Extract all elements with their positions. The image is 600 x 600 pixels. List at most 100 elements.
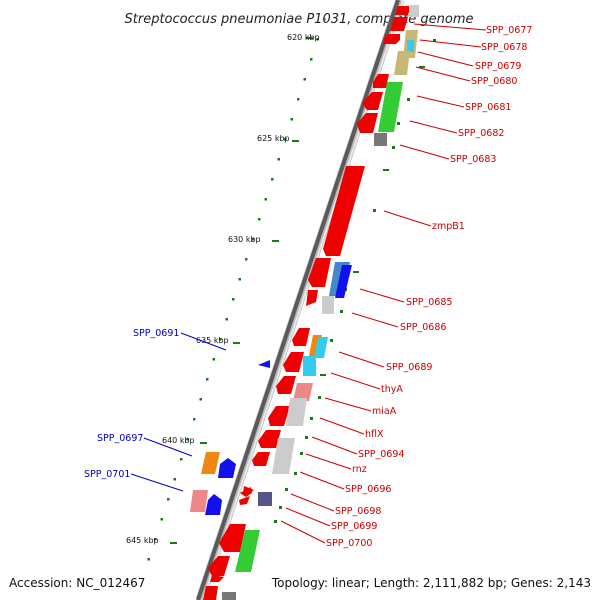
- gene-SPP_0679[interactable]: [384, 34, 400, 44]
- gene-label-SPP_0682[interactable]: SPP_0682: [458, 128, 504, 139]
- tick-label-625: 625 kbp: [257, 134, 290, 143]
- feature-slate-1: [258, 492, 272, 506]
- feature-cyan-3: [303, 356, 316, 376]
- feature-boxes: [222, 5, 419, 600]
- reverse-gene-labels: SPP_0691 SPP_0697 SPP_0701: [84, 328, 179, 480]
- gene-hflX[interactable]: [268, 406, 290, 426]
- scale-dot: [180, 458, 183, 461]
- gene-SPP_0685[interactable]: [308, 258, 331, 287]
- scale-dot: [297, 98, 300, 101]
- scale-dot: [271, 178, 274, 181]
- gene-label-SPP_0694[interactable]: SPP_0694: [358, 449, 404, 460]
- gene-label-SPP_0700[interactable]: SPP_0700: [326, 538, 372, 549]
- gene-SPP_0701-arrow: [205, 494, 222, 515]
- scale-dot: [310, 58, 313, 61]
- gene-bottom-red: [208, 556, 230, 576]
- gene-label-SPP_0696[interactable]: SPP_0696: [345, 484, 391, 495]
- gene-label-SPP_0697[interactable]: SPP_0697: [97, 433, 143, 444]
- gene-label-SPP_0681[interactable]: SPP_0681: [465, 102, 511, 113]
- scale-dot: [167, 498, 170, 501]
- gene-SPP_0681[interactable]: [362, 92, 383, 110]
- gene-SPP_0697-arrow: [218, 458, 236, 478]
- gene-label-SPP_0699[interactable]: SPP_0699: [331, 521, 377, 532]
- gene-label-hflX[interactable]: hflX: [365, 429, 384, 440]
- tick-label-645: 645 kbp: [126, 536, 159, 545]
- scale-dot: [284, 138, 287, 141]
- gene-SPP_0677[interactable]: [395, 6, 411, 15]
- gene-SPP_0680[interactable]: [373, 74, 389, 88]
- topology-label: Topology: linear; Length: 2,111,882 bp; …: [271, 576, 591, 590]
- feature-blue-1: [335, 265, 352, 298]
- scale-dot: [245, 258, 248, 261]
- scale-dot: [238, 278, 241, 281]
- gene-label-SPP_0680[interactable]: SPP_0680: [471, 76, 517, 87]
- gene-label-thyA[interactable]: thyA: [381, 384, 403, 395]
- gene-label-SPP_0686[interactable]: SPP_0686: [400, 322, 446, 333]
- feature-lightgray-3: [272, 438, 295, 474]
- forward-genes: [203, 6, 411, 600]
- feature-khaki-2: [394, 51, 410, 75]
- scale-dot: [264, 198, 267, 201]
- tick-marks: [170, 37, 313, 544]
- gene-miaA[interactable]: [276, 376, 296, 394]
- scale-dot: [173, 478, 176, 481]
- gene-SPP_0698[interactable]: [243, 486, 254, 495]
- gene-label-SPP_0698[interactable]: SPP_0698: [335, 506, 381, 517]
- gene-SPP_0678[interactable]: [390, 17, 408, 31]
- tick-label-640: 640 kbp: [162, 436, 195, 445]
- gene-zmpB1[interactable]: [323, 166, 365, 256]
- gene-label-SPP_0689[interactable]: SPP_0689: [386, 362, 432, 373]
- scale-dot: [199, 398, 202, 401]
- gene-SPP_0686[interactable]: [306, 290, 318, 306]
- scale-dot: [225, 318, 228, 321]
- scale-dot: [316, 38, 319, 41]
- gene-SPP_0694[interactable]: [258, 430, 281, 448]
- scale-dot: [212, 358, 215, 361]
- feature-lightgray-2: [286, 398, 307, 426]
- scale-dot: [258, 218, 261, 221]
- gene-label-SPP_0701[interactable]: SPP_0701: [84, 469, 130, 480]
- gene-SPP_0689[interactable]: [292, 328, 310, 346]
- feature-green-2: [235, 530, 260, 572]
- tick-label-620: 620 kbp: [287, 33, 320, 42]
- tick-label-630: 630 kbp: [228, 235, 261, 244]
- scale-dot: [147, 558, 150, 561]
- gene-label-SPP_0685[interactable]: SPP_0685: [406, 297, 452, 308]
- gene-label-rnz[interactable]: rnz: [352, 464, 367, 475]
- feature-pink-1: [293, 383, 313, 401]
- gene-label-SPP_0677[interactable]: SPP_0677: [486, 25, 532, 36]
- gene-label-SPP_0691[interactable]: SPP_0691: [133, 328, 179, 339]
- accession-label: Accession: NC_012467: [9, 576, 146, 590]
- gene-bottom-red-2: [210, 575, 224, 582]
- scale-dot: [154, 538, 157, 541]
- feature-darkgray-1: [374, 133, 387, 146]
- gene-label-SPP_0678[interactable]: SPP_0678: [481, 42, 527, 53]
- gene-SPP_0699[interactable]: [239, 496, 250, 505]
- feature-lightgray-1: [322, 296, 334, 314]
- reverse-genes: [190, 360, 270, 515]
- tick-label-635: 635 kbp: [196, 336, 229, 345]
- forward-leader-lines: [280, 23, 487, 544]
- gene-label-SPP_0679[interactable]: SPP_0679: [475, 61, 521, 72]
- forward-gene-labels: SPP_0677 SPP_0678 SPP_0679 SPP_0680 SPP_…: [326, 25, 532, 549]
- scale-dot: [232, 298, 235, 301]
- gene-thyA[interactable]: [283, 352, 304, 372]
- gene-SPP_0691[interactable]: [258, 360, 270, 368]
- scale-dot: [186, 438, 189, 441]
- feature-gray-top: [409, 5, 419, 17]
- gene-label-miaA[interactable]: miaA: [372, 406, 397, 417]
- gene-rnz[interactable]: [252, 452, 270, 466]
- gene-SPP_0697[interactable]: [201, 452, 220, 474]
- gene-SPP_0682[interactable]: [357, 113, 378, 133]
- feature-cyan-2: [314, 337, 328, 358]
- scale-dot: [290, 118, 293, 121]
- gene-label-SPP_0683[interactable]: SPP_0683: [450, 154, 496, 165]
- scale-dot: [193, 418, 196, 421]
- gene-SPP_0701[interactable]: [190, 490, 208, 512]
- gene-SPP_0700[interactable]: [219, 524, 246, 552]
- feature-green-1: [378, 82, 403, 132]
- gene-label-zmpB1[interactable]: zmpB1: [432, 221, 465, 232]
- feature-gray-bottom: [222, 592, 236, 600]
- tick-labels: 620 kbp 625 kbp 630 kbp 635 kbp 640 kbp …: [126, 33, 320, 545]
